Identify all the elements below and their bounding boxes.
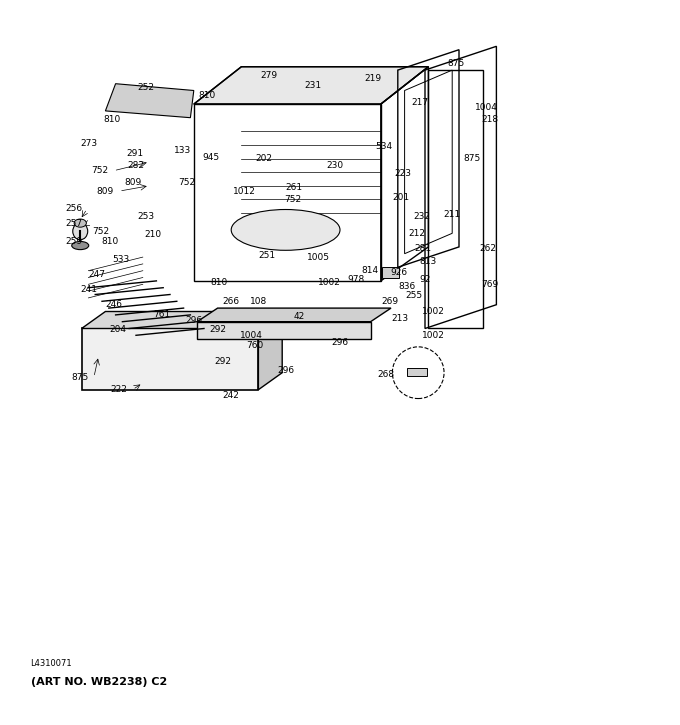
Text: 292: 292 bbox=[209, 326, 226, 334]
Text: 256: 256 bbox=[65, 204, 82, 213]
Text: 978: 978 bbox=[347, 275, 365, 284]
Text: 534: 534 bbox=[375, 142, 392, 151]
Text: 279: 279 bbox=[260, 71, 277, 80]
Text: 769: 769 bbox=[481, 280, 498, 289]
Text: 219: 219 bbox=[364, 74, 382, 83]
Text: 1012: 1012 bbox=[233, 186, 256, 196]
Text: 760: 760 bbox=[246, 341, 264, 350]
Polygon shape bbox=[82, 328, 258, 390]
Text: 231: 231 bbox=[304, 80, 322, 90]
Text: 261: 261 bbox=[285, 183, 303, 191]
Text: 251: 251 bbox=[258, 251, 276, 260]
Polygon shape bbox=[194, 67, 428, 104]
Text: 213: 213 bbox=[391, 314, 409, 323]
Text: 259: 259 bbox=[65, 237, 82, 246]
Text: 242: 242 bbox=[223, 391, 239, 399]
Text: L4310071: L4310071 bbox=[31, 658, 72, 668]
Text: 232: 232 bbox=[413, 212, 430, 221]
Text: 810: 810 bbox=[101, 237, 119, 246]
Text: 1004: 1004 bbox=[240, 331, 263, 340]
Text: 875: 875 bbox=[71, 373, 89, 382]
Text: 202: 202 bbox=[256, 154, 272, 163]
Text: 211: 211 bbox=[443, 210, 461, 219]
Text: 752: 752 bbox=[178, 178, 196, 187]
Text: 241: 241 bbox=[80, 284, 97, 294]
Text: 222: 222 bbox=[111, 385, 127, 394]
Text: 836: 836 bbox=[398, 282, 415, 291]
Text: 92: 92 bbox=[420, 275, 430, 284]
Text: 108: 108 bbox=[250, 297, 267, 306]
Text: 246: 246 bbox=[105, 300, 122, 309]
Text: 1002: 1002 bbox=[318, 278, 341, 287]
Text: 247: 247 bbox=[88, 270, 105, 278]
Text: 296: 296 bbox=[185, 316, 203, 325]
Text: 814: 814 bbox=[361, 266, 379, 276]
Text: 752: 752 bbox=[284, 195, 301, 204]
Text: 761: 761 bbox=[153, 310, 171, 320]
Text: 204: 204 bbox=[109, 326, 126, 334]
Text: 273: 273 bbox=[80, 139, 98, 148]
Text: 252: 252 bbox=[137, 83, 154, 91]
Text: 533: 533 bbox=[112, 255, 130, 265]
Text: 296: 296 bbox=[331, 338, 349, 347]
Text: 201: 201 bbox=[392, 194, 410, 202]
Text: 282: 282 bbox=[128, 161, 144, 170]
Text: 268: 268 bbox=[377, 370, 395, 379]
Text: 875: 875 bbox=[463, 154, 481, 163]
Text: 257: 257 bbox=[65, 219, 82, 228]
Text: 253: 253 bbox=[137, 212, 155, 221]
Text: 292: 292 bbox=[215, 357, 231, 365]
Text: 1004: 1004 bbox=[475, 103, 498, 112]
Text: 269: 269 bbox=[381, 297, 399, 306]
Text: 813: 813 bbox=[420, 257, 437, 266]
Text: 223: 223 bbox=[394, 169, 412, 178]
Text: 1005: 1005 bbox=[307, 252, 330, 262]
Text: 266: 266 bbox=[222, 297, 240, 306]
Polygon shape bbox=[82, 312, 282, 328]
Ellipse shape bbox=[231, 210, 340, 250]
Text: 218: 218 bbox=[481, 115, 498, 124]
Bar bbox=[382, 268, 399, 278]
Ellipse shape bbox=[74, 219, 86, 227]
Text: 1002: 1002 bbox=[422, 307, 445, 316]
Text: (ART NO. WB2238) C2: (ART NO. WB2238) C2 bbox=[31, 677, 167, 687]
Text: 210: 210 bbox=[144, 230, 162, 239]
Ellipse shape bbox=[73, 223, 88, 240]
Text: 752: 752 bbox=[92, 228, 109, 236]
Text: 230: 230 bbox=[326, 161, 343, 170]
Text: 810: 810 bbox=[210, 278, 228, 287]
Text: 296: 296 bbox=[277, 366, 294, 375]
Text: 255: 255 bbox=[405, 291, 422, 300]
Text: 291: 291 bbox=[126, 149, 143, 157]
Bar bbox=[407, 368, 427, 376]
Polygon shape bbox=[105, 83, 194, 117]
Text: 1002: 1002 bbox=[422, 331, 445, 340]
Text: 42: 42 bbox=[294, 312, 305, 320]
Text: 262: 262 bbox=[480, 244, 496, 253]
Text: 752: 752 bbox=[91, 166, 109, 175]
Text: 945: 945 bbox=[202, 153, 220, 162]
Ellipse shape bbox=[72, 241, 88, 249]
Text: 809: 809 bbox=[97, 186, 114, 196]
Text: 217: 217 bbox=[411, 99, 428, 107]
Polygon shape bbox=[197, 308, 391, 322]
Text: 809: 809 bbox=[124, 178, 141, 187]
Text: 133: 133 bbox=[173, 146, 191, 155]
Text: 875: 875 bbox=[447, 59, 464, 68]
Text: 212: 212 bbox=[408, 229, 426, 238]
Text: 281: 281 bbox=[414, 244, 432, 253]
Text: 810: 810 bbox=[103, 115, 121, 124]
Polygon shape bbox=[197, 322, 371, 339]
Polygon shape bbox=[258, 312, 282, 390]
Text: 926: 926 bbox=[390, 268, 407, 277]
Text: 810: 810 bbox=[199, 91, 216, 100]
